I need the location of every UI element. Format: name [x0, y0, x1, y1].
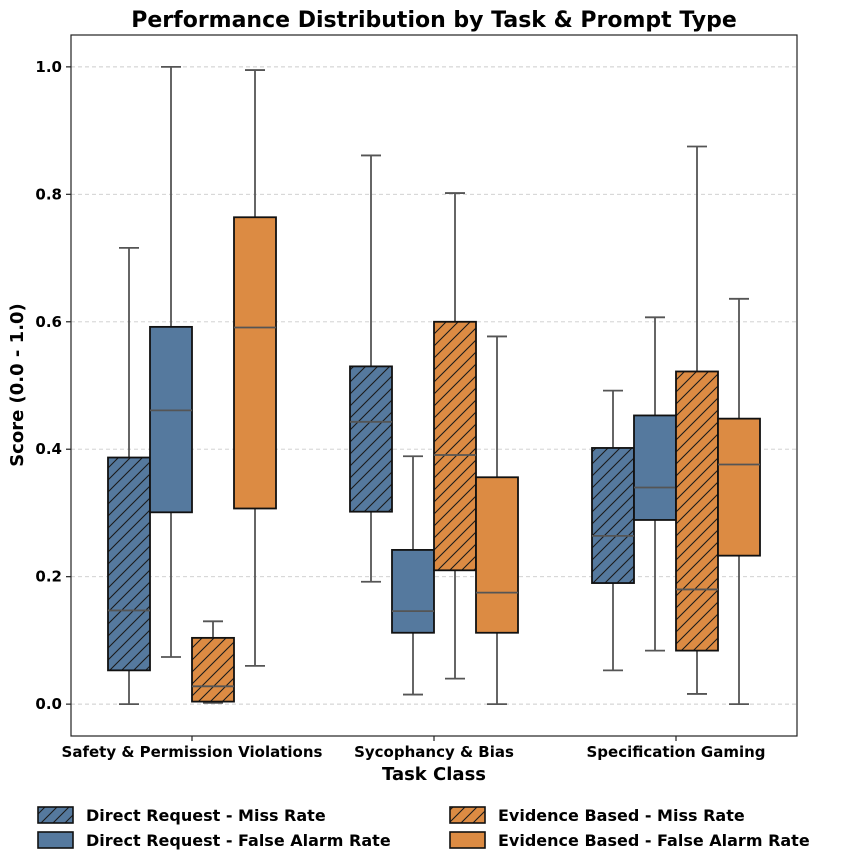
- chart-title: Performance Distribution by Task & Promp…: [131, 8, 737, 33]
- box-outline: [107, 456, 151, 672]
- legend-item-1: Direct Request - Miss Rate: [37, 806, 326, 825]
- legend-label: Evidence Based - False Alarm Rate: [498, 831, 810, 850]
- box-2-3: [633, 316, 677, 652]
- box-outline: [149, 325, 193, 514]
- box-outline: [233, 216, 277, 510]
- x-tick-label: Sycophancy & Bias: [354, 743, 514, 761]
- legend-label: Direct Request - False Alarm Rate: [86, 831, 391, 850]
- box-layer: [107, 65, 761, 706]
- y-tick-label: 0.6: [35, 313, 62, 331]
- box-fill: [392, 549, 434, 633]
- legend-swatch-outline: [449, 831, 486, 849]
- legend-swatch-outline: [37, 806, 74, 824]
- box-4-2: [475, 335, 519, 706]
- box-4-3: [717, 297, 761, 706]
- y-axis-ticks: 0.0 0.2 0.4 0.6 0.8 1.0: [35, 58, 71, 713]
- box-hatch: [676, 371, 718, 651]
- box-2-1: [149, 65, 193, 658]
- box-3-2: [433, 192, 477, 680]
- box-1-2: [349, 154, 393, 583]
- y-tick-label: 0.0: [35, 695, 62, 713]
- legend-label: Evidence Based - Miss Rate: [498, 806, 745, 825]
- box-outline: [717, 417, 761, 557]
- y-tick-label: 1.0: [35, 58, 62, 76]
- box-3-1: [191, 620, 235, 704]
- box-fill: [476, 477, 518, 633]
- box-4-1: [233, 69, 277, 667]
- box-1-3: [591, 389, 635, 672]
- box-outline: [349, 365, 393, 513]
- x-tick-label: Safety & Permission Violations: [62, 743, 323, 761]
- box-fill: [718, 418, 760, 556]
- box-hatch: [434, 321, 476, 571]
- y-axis-label: Score (0.0 - 1.0): [7, 303, 28, 467]
- box-hatch: [350, 366, 392, 512]
- box-outline: [475, 476, 519, 634]
- box-hatch: [592, 447, 634, 584]
- legend-swatch-hatch: [38, 807, 73, 823]
- box-2-2: [391, 455, 435, 696]
- legend-label: Direct Request - Miss Rate: [86, 806, 326, 825]
- legend-swatch-outline: [37, 831, 74, 849]
- legend-swatch-hatch: [450, 807, 485, 823]
- box-outline: [391, 549, 435, 634]
- box-fill: [234, 217, 276, 509]
- y-tick-label: 0.4: [35, 440, 62, 458]
- legend-swatch-outline: [449, 806, 486, 824]
- x-axis-ticks: Safety & Permission Violations Sycophancy…: [62, 736, 766, 761]
- box-fill: [634, 415, 676, 520]
- legend-item-3: Evidence Based - Miss Rate: [449, 806, 745, 825]
- box-outline: [433, 320, 477, 572]
- x-tick-label: Specification Gaming: [586, 743, 765, 761]
- box-hatch: [108, 457, 150, 671]
- y-tick-label: 0.2: [35, 568, 62, 586]
- box-1-1: [107, 246, 151, 706]
- legend-item-4: Evidence Based - False Alarm Rate: [449, 831, 810, 850]
- box-hatch: [192, 637, 234, 702]
- box-fill: [150, 326, 192, 513]
- legend-swatch: [450, 832, 485, 848]
- box-outline: [191, 636, 235, 703]
- legend: Direct Request - Miss Rate Direct Request…: [37, 806, 810, 850]
- box-3-3: [675, 145, 719, 695]
- legend-item-2: Direct Request - False Alarm Rate: [37, 831, 391, 850]
- y-tick-label: 0.8: [35, 185, 62, 203]
- legend-swatch: [38, 832, 73, 848]
- x-axis-label: Task Class: [382, 764, 486, 785]
